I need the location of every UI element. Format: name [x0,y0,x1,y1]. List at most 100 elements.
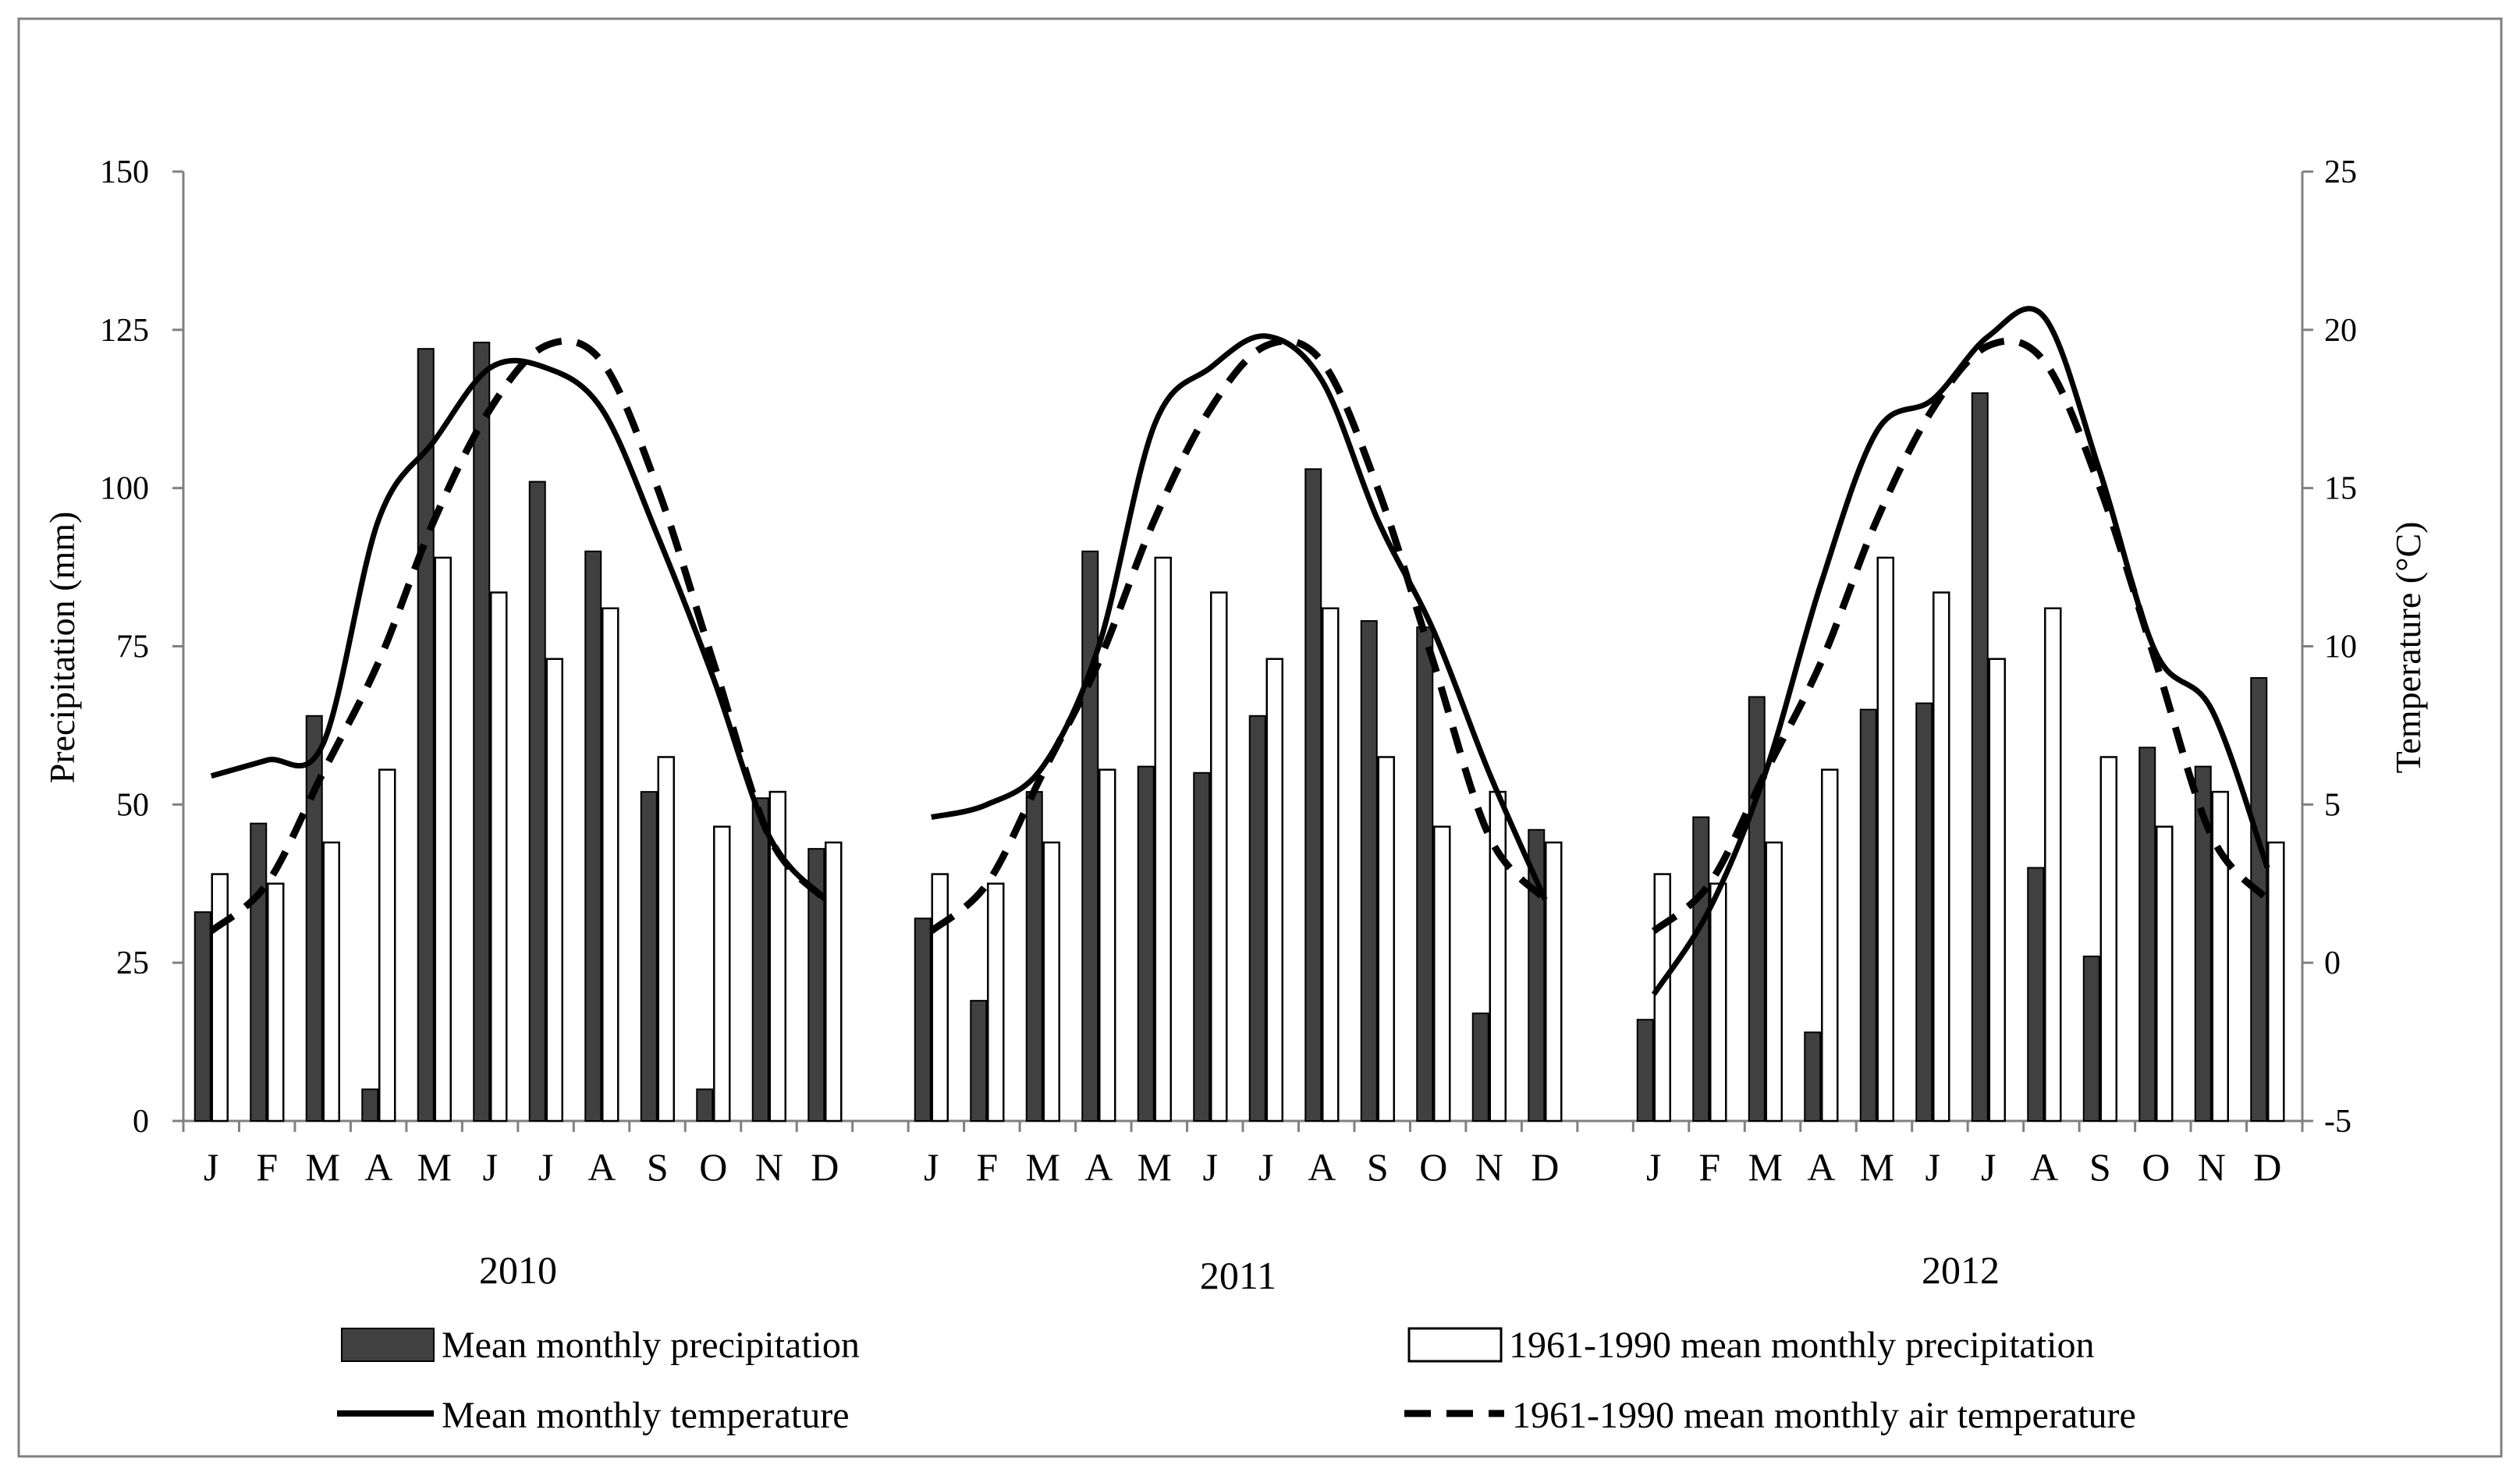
bar-normal-precip [1322,607,1340,1123]
mean-temperature-line [210,357,827,902]
y-tick-label: 150 [100,154,149,190]
bar-mean-precip [1748,696,1766,1122]
bar-normal-precip [322,841,340,1123]
month-label: J [1258,1145,1273,1189]
bar-mean-precip [914,917,932,1122]
y-tick-label: 125 [100,313,149,349]
bar-mean-precip [1471,1013,1489,1123]
legend-normal-precip-label: 1961-1990 mean monthly precipitation [1509,1325,2095,1366]
month-label: N [755,1145,783,1189]
y2-tick-label: 10 [2324,630,2357,665]
bar-normal-precip [2211,790,2229,1123]
mean-temperature-line [931,333,1548,901]
year-label: 2011 [1200,1254,1276,1297]
bar-normal-precip [1265,658,1283,1123]
month-label: D [2253,1145,2281,1189]
month-label: O [2142,1145,2170,1189]
bar-mean-precip [250,822,268,1122]
bar-mean-precip [1137,765,1155,1122]
y-tick-label: 75 [116,630,149,665]
bar-normal-precip [1377,756,1395,1123]
month-label: O [1419,1145,1447,1189]
legend-mean-temp-label: Mean monthly temperature [442,1395,850,1436]
bar-normal-precip [2156,825,2174,1123]
month-label: M [1860,1145,1894,1189]
bar-mean-precip [361,1088,379,1123]
bar-mean-precip [2138,747,2156,1123]
month-label: J [204,1145,218,1189]
bar-normal-precip [1933,591,1950,1123]
bar-normal-precip [1042,841,1060,1123]
y-tick-label: 0 [133,1104,149,1140]
month-label: M [1748,1145,1783,1189]
bar-mean-precip [1304,468,1322,1122]
bar-normal-precip [768,790,786,1123]
bar-mean-precip [2082,956,2100,1123]
month-label: F [1698,1145,1720,1189]
lines [208,306,2270,996]
month-label: N [2198,1145,2226,1189]
bar-normal-precip [987,882,1005,1123]
month-label: O [699,1145,727,1189]
bar-normal-precip [1210,591,1228,1123]
bar-normal-precip [1821,768,1839,1123]
month-label: A [587,1145,616,1189]
y2-tick-label: -5 [2324,1104,2351,1140]
bar-mean-precip [2027,867,2045,1122]
month-label: F [256,1145,278,1189]
mean-temperature-line [1651,306,2270,996]
month-label: A [2030,1145,2058,1189]
month-label: J [1981,1145,1996,1189]
bar-mean-precip [417,348,435,1122]
bar-mean-precip [1025,791,1043,1123]
bar-normal-precip [1099,768,1116,1123]
month-label: M [306,1145,340,1189]
bar-mean-precip [473,342,491,1122]
bar-mean-precip [1804,1031,1822,1122]
bar-normal-precip [1433,825,1451,1123]
bar-normal-precip [1765,841,1783,1123]
bar-mean-precip [1971,392,1989,1122]
bar-mean-precip [1081,550,1099,1122]
bar-normal-precip [1154,556,1172,1123]
month-label: M [1138,1145,1172,1189]
month-label: M [1026,1145,1060,1189]
month-label: A [1084,1145,1113,1189]
bar-normal-precip [490,591,508,1123]
y2-tick-label: 0 [2324,945,2341,981]
y-tick-label: 25 [116,945,149,981]
normal-temperature-line [208,337,828,935]
month-label: J [924,1145,939,1189]
bar-normal-precip [713,825,731,1123]
bar-normal-precip [1876,556,1894,1123]
month-label: A [1807,1145,1835,1189]
bar-normal-precip [1489,790,1507,1123]
legend-mean-precip-label: Mean monthly precipitation [442,1325,860,1366]
bar-mean-precip [751,797,769,1122]
legend-mean-precip-swatch [341,1328,435,1362]
bar-mean-precip [1360,620,1378,1122]
y2-tick-label: 15 [2324,471,2357,507]
bar-mean-precip [1248,715,1266,1122]
bar-normal-precip [378,768,396,1123]
legend-normal-precip-swatch [1407,1327,1503,1363]
y-tick-label: 100 [100,471,149,507]
month-label: N [1475,1145,1503,1189]
bar-normal-precip [1709,882,1727,1123]
y2-tick-label: 20 [2324,313,2357,349]
bar-normal-precip [267,882,285,1123]
legend: Mean monthly precipitation 1961-1990 mea… [337,1325,2136,1436]
legend-normal-temp-label: 1961-1990 mean monthly air temperature [1512,1395,2136,1436]
month-label: D [1531,1145,1559,1189]
bar-mean-precip [970,999,988,1123]
month-label: S [1367,1145,1389,1189]
month-label: A [1308,1145,1336,1189]
bar-normal-precip [602,607,619,1123]
month-label: S [647,1145,669,1189]
bar-normal-precip [434,556,452,1123]
bar-mean-precip [2194,765,2212,1122]
bar-mean-precip [305,715,323,1122]
month-label: J [1646,1145,1661,1189]
